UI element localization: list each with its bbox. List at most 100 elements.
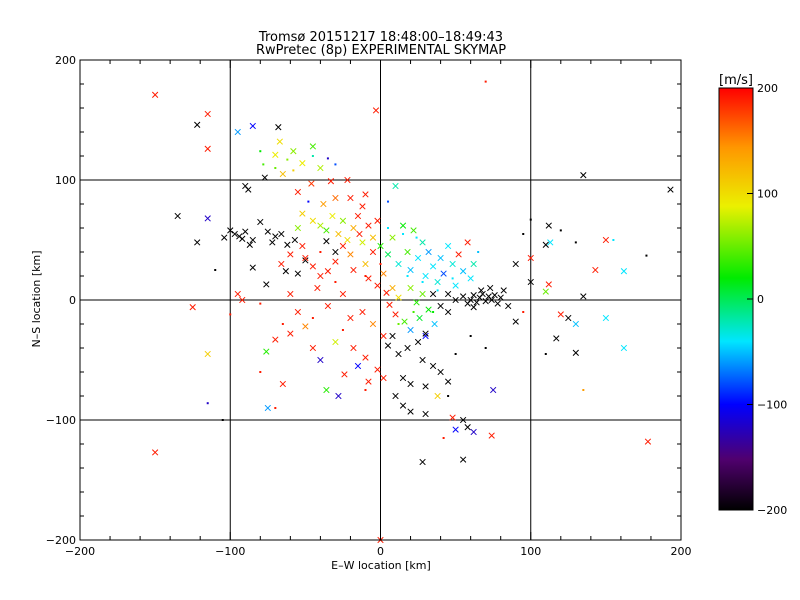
data-point	[319, 251, 322, 253]
data-point	[386, 301, 393, 308]
data-point	[422, 332, 429, 340]
data-point	[335, 392, 342, 400]
data-point	[272, 233, 279, 240]
data-point	[559, 229, 562, 232]
data-point	[407, 266, 414, 274]
data-point	[354, 362, 362, 370]
data-point	[287, 290, 294, 298]
data-point	[231, 230, 238, 238]
data-point	[204, 215, 211, 222]
data-point	[412, 311, 415, 313]
data-point	[327, 178, 335, 185]
data-point	[459, 293, 467, 300]
data-point	[365, 222, 372, 229]
data-point	[392, 392, 399, 400]
data-point	[151, 449, 159, 456]
data-point	[314, 284, 321, 292]
data-point	[246, 241, 253, 248]
data-point	[500, 287, 507, 294]
data-point	[344, 176, 351, 184]
data-point	[580, 172, 587, 179]
data-point	[284, 241, 291, 248]
chart-title: Tromsø 20151217 18:48:00–18:49:43	[258, 30, 503, 45]
data-point	[299, 242, 306, 250]
data-point	[494, 300, 501, 307]
data-point	[377, 242, 384, 250]
data-point	[434, 392, 441, 400]
data-point	[421, 281, 424, 283]
data-point	[467, 296, 474, 304]
data-point	[259, 302, 262, 305]
data-point	[294, 188, 302, 196]
data-point	[380, 270, 387, 277]
data-point	[484, 80, 487, 83]
data-point	[644, 438, 652, 445]
data-point	[572, 320, 579, 328]
data-point	[264, 404, 271, 412]
data-point	[369, 320, 377, 328]
data-point	[272, 336, 279, 343]
data-point	[249, 236, 256, 244]
data-point	[399, 374, 407, 382]
data-point	[364, 275, 367, 277]
data-point	[308, 180, 315, 187]
data-point	[452, 296, 459, 304]
data-point	[487, 284, 494, 292]
data-point	[239, 235, 246, 242]
data-point	[542, 288, 549, 295]
data-point	[444, 242, 452, 250]
colorbar-tick-label: 100	[757, 188, 778, 201]
data-point	[344, 236, 351, 244]
data-point	[263, 281, 270, 288]
data-point	[259, 371, 262, 373]
data-point	[234, 290, 241, 298]
data-point	[416, 314, 423, 322]
data-point	[309, 217, 317, 224]
data-point	[302, 257, 309, 264]
data-point	[425, 306, 432, 313]
data-point	[620, 268, 628, 275]
data-point	[286, 158, 289, 161]
data-point	[194, 239, 201, 246]
data-point	[379, 263, 382, 265]
data-point	[470, 304, 477, 311]
data-point	[422, 272, 429, 280]
data-point	[473, 299, 480, 306]
data-point	[557, 311, 564, 318]
data-point	[580, 293, 587, 300]
data-point	[553, 335, 560, 342]
data-point	[365, 378, 372, 385]
data-point	[269, 239, 276, 246]
data-point	[437, 368, 444, 376]
colorbar-tick-label: −200	[757, 504, 787, 517]
data-point	[407, 326, 414, 334]
data-point	[204, 110, 211, 118]
data-point	[302, 254, 309, 262]
x-tick-label: −200	[65, 545, 95, 558]
data-point	[470, 260, 477, 268]
data-point	[324, 268, 332, 275]
data-point	[239, 296, 246, 304]
data-point	[407, 284, 414, 292]
data-point	[362, 191, 369, 198]
data-point	[545, 281, 552, 288]
y-tick-label: −100	[46, 414, 76, 427]
data-point	[436, 289, 439, 292]
data-point	[263, 348, 270, 355]
data-point	[419, 458, 426, 466]
data-point	[334, 281, 337, 283]
data-point	[294, 308, 302, 316]
data-point	[542, 241, 549, 248]
data-point	[467, 275, 474, 282]
data-point	[384, 251, 392, 258]
data-point	[384, 342, 392, 349]
colorbar-tick-label: 0	[757, 293, 764, 306]
data-point	[276, 138, 283, 145]
data-point	[432, 311, 435, 313]
data-point	[359, 308, 366, 316]
data-point	[287, 251, 294, 258]
data-point	[339, 217, 347, 224]
data-point	[512, 318, 519, 325]
data-point	[442, 437, 445, 439]
data-point	[229, 313, 232, 316]
